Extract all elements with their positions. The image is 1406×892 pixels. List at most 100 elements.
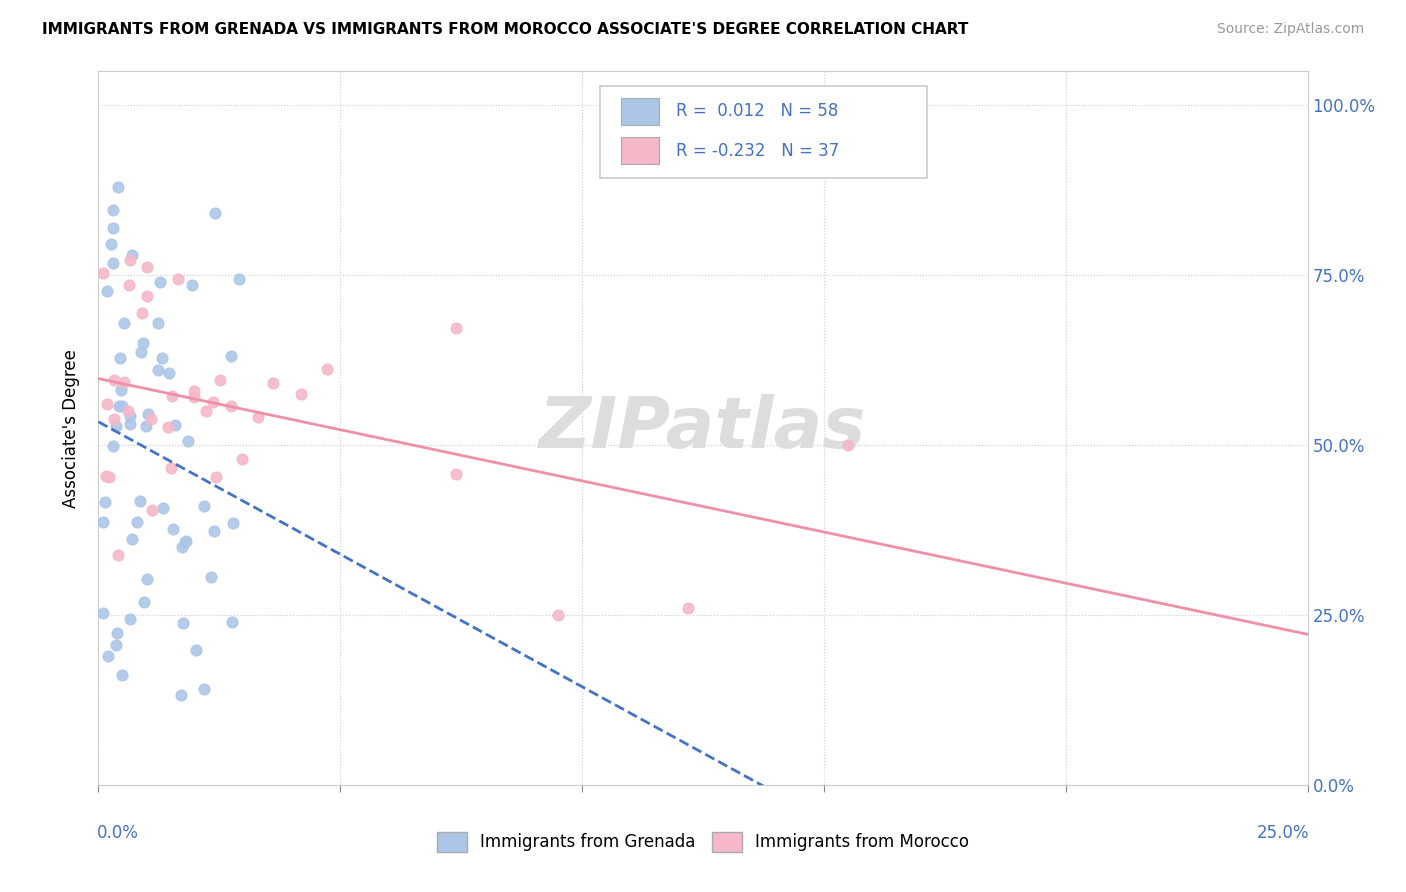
- Point: [120, 409, 142, 424]
- Point: [103, 256, 125, 270]
- Point: [94, 469, 117, 483]
- Point: [837, 438, 859, 452]
- Point: [228, 271, 250, 285]
- Point: [262, 376, 284, 391]
- Point: [112, 316, 135, 330]
- Point: [117, 404, 139, 418]
- Point: [150, 351, 173, 365]
- Point: [194, 404, 217, 418]
- Point: [316, 362, 339, 376]
- Point: [148, 317, 170, 331]
- Point: [107, 548, 129, 562]
- Point: [156, 420, 179, 434]
- Point: [139, 412, 162, 426]
- Text: 0.0%: 0.0%: [97, 824, 139, 842]
- Point: [177, 434, 200, 449]
- Point: [97, 648, 120, 663]
- Point: [205, 470, 228, 484]
- Point: [104, 419, 127, 434]
- Point: [118, 278, 141, 293]
- Point: [112, 375, 135, 389]
- Bar: [621, 98, 659, 125]
- Point: [129, 494, 152, 508]
- Point: [446, 321, 468, 335]
- Point: [131, 344, 153, 359]
- Point: [94, 495, 117, 509]
- Point: [219, 399, 242, 413]
- Point: [152, 501, 174, 516]
- Point: [290, 387, 312, 401]
- FancyBboxPatch shape: [600, 86, 927, 178]
- Point: [103, 373, 125, 387]
- Point: [183, 390, 205, 404]
- Point: [209, 374, 232, 388]
- Point: [181, 277, 204, 292]
- Point: [132, 594, 155, 608]
- Point: [200, 570, 222, 584]
- Point: [135, 418, 157, 433]
- Point: [246, 409, 269, 424]
- Point: [107, 180, 129, 194]
- Point: [165, 418, 187, 433]
- Point: [136, 260, 159, 274]
- Point: [183, 384, 205, 398]
- Point: [131, 306, 153, 320]
- Point: [193, 500, 215, 514]
- Point: [135, 572, 157, 586]
- Point: [204, 206, 226, 220]
- Point: [184, 642, 207, 657]
- Point: [170, 688, 193, 702]
- Point: [202, 524, 225, 538]
- Point: [97, 470, 120, 484]
- Point: [100, 236, 122, 251]
- Point: [174, 533, 197, 548]
- Point: [231, 451, 253, 466]
- Point: [101, 220, 124, 235]
- Point: [170, 541, 193, 555]
- Text: R = -0.232   N = 37: R = -0.232 N = 37: [676, 142, 839, 160]
- Point: [91, 606, 114, 620]
- Point: [172, 615, 194, 630]
- Text: ZIPatlas: ZIPatlas: [540, 393, 866, 463]
- Point: [105, 625, 128, 640]
- Point: [444, 467, 467, 482]
- Text: Source: ZipAtlas.com: Source: ZipAtlas.com: [1216, 22, 1364, 37]
- Point: [146, 363, 169, 377]
- Point: [678, 601, 700, 615]
- Point: [111, 668, 134, 682]
- Point: [121, 248, 143, 262]
- Point: [101, 438, 124, 452]
- Point: [132, 335, 155, 350]
- Point: [547, 608, 569, 623]
- Point: [120, 252, 142, 267]
- Point: [193, 681, 215, 696]
- Bar: [621, 137, 659, 164]
- Point: [173, 534, 195, 549]
- Legend: Immigrants from Grenada, Immigrants from Morocco: Immigrants from Grenada, Immigrants from…: [430, 825, 976, 859]
- Point: [121, 532, 143, 546]
- Point: [167, 271, 190, 285]
- Point: [103, 202, 125, 217]
- Y-axis label: Associate's Degree: Associate's Degree: [62, 349, 80, 508]
- Point: [159, 461, 181, 475]
- Point: [118, 417, 141, 432]
- Text: R =  0.012   N = 58: R = 0.012 N = 58: [676, 103, 839, 120]
- Point: [91, 266, 114, 280]
- Point: [221, 349, 243, 363]
- Point: [157, 366, 180, 380]
- Point: [91, 515, 114, 529]
- Point: [136, 407, 159, 421]
- Point: [108, 351, 131, 366]
- Point: [162, 522, 184, 536]
- Point: [221, 615, 243, 629]
- Point: [160, 389, 183, 403]
- Point: [201, 395, 224, 409]
- Point: [111, 399, 134, 413]
- Point: [149, 276, 172, 290]
- Point: [96, 396, 118, 410]
- Point: [125, 516, 148, 530]
- Point: [141, 503, 163, 517]
- Point: [103, 411, 125, 425]
- Text: 25.0%: 25.0%: [1257, 824, 1309, 842]
- Point: [135, 288, 157, 302]
